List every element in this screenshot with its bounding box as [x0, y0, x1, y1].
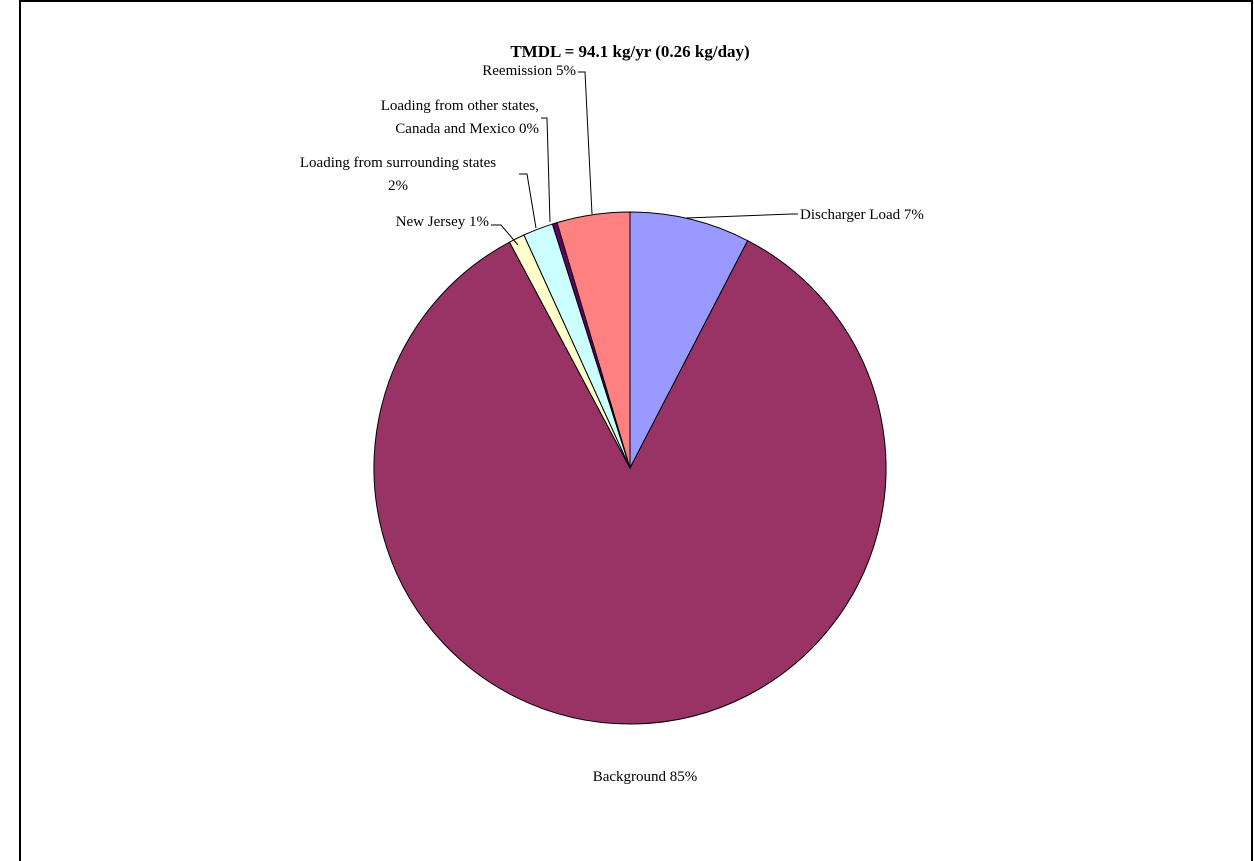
label-background: Background 85%	[593, 769, 698, 785]
leader-lines	[491, 71, 798, 246]
label-other-line1: Loading from other states,	[381, 98, 539, 114]
pie-slice-background	[373, 239, 887, 725]
leader-line-surrounding	[519, 173, 537, 229]
leader-line-other	[541, 117, 551, 223]
pie-slices	[373, 211, 887, 725]
label-surrounding-line1: Loading from surrounding states	[300, 155, 496, 171]
pie-slice-discharger-load	[629, 211, 749, 469]
label-new-jersey: New Jersey 1%	[396, 214, 489, 230]
leader-line-new-jersey	[491, 224, 519, 246]
label-other-line2: Canada and Mexico 0%	[395, 121, 539, 137]
label-reemission: Reemission 5%	[482, 63, 576, 79]
pie-slice-reemission	[556, 211, 631, 469]
label-discharger: Discharger Load 7%	[800, 207, 924, 223]
label-surrounding-line2: 2%	[388, 178, 408, 194]
leader-line-reemission	[578, 71, 593, 215]
chart-title: TMDL = 94.1 kg/yr (0.26 kg/day)	[510, 42, 749, 61]
leader-line-discharger	[685, 213, 798, 219]
